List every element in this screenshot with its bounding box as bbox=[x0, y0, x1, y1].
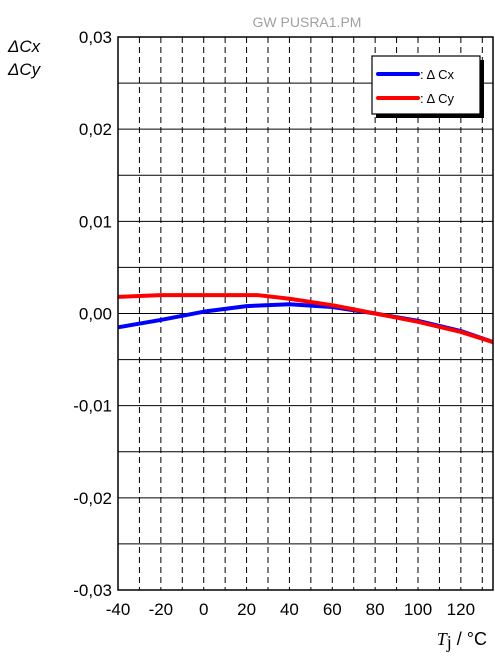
x-tick-label: -40 bbox=[106, 600, 131, 619]
x-tick-labels: -40 -20 0 20 40 60 80 100 120 bbox=[106, 600, 475, 619]
plot-frame bbox=[117, 36, 494, 591]
y-tick-label: 0,00 bbox=[79, 305, 112, 324]
x-axis-label-subscript: j bbox=[446, 632, 452, 652]
x-tick-label: 60 bbox=[323, 600, 342, 619]
series-line-cx bbox=[117, 302, 494, 344]
y-tick-label: -0,02 bbox=[73, 489, 112, 508]
y-tick-labels: -0,03 -0,02 -0,01 0,00 0,01 0,02 0,03 bbox=[73, 28, 112, 600]
y-tick-label: -0,03 bbox=[73, 581, 112, 600]
legend-label-cy: : Δ Cy bbox=[420, 91, 454, 106]
series-layer bbox=[117, 293, 494, 344]
legend-box bbox=[371, 55, 481, 115]
y-tick-label: 0,01 bbox=[79, 212, 112, 231]
watermark-label: GW PUSRA1.PM bbox=[253, 14, 362, 30]
x-tick-label: 40 bbox=[280, 600, 299, 619]
x-tick-label: 80 bbox=[366, 600, 385, 619]
x-tick-label: 0 bbox=[199, 600, 208, 619]
y-tick-label: 0,03 bbox=[79, 28, 112, 47]
y-tick-label: 0,02 bbox=[79, 120, 112, 139]
legend: : Δ Cx : Δ Cy bbox=[371, 55, 484, 118]
y-axis-label-line-1: ΔCx bbox=[7, 37, 41, 56]
x-axis-label-symbol: T bbox=[437, 629, 449, 649]
x-tick-label: 100 bbox=[404, 600, 432, 619]
y-tick-label: -0,01 bbox=[73, 397, 112, 416]
x-tick-label: 20 bbox=[237, 600, 256, 619]
legend-label-cx: : Δ Cx bbox=[420, 67, 454, 82]
x-axis-label-unit: / °C bbox=[452, 629, 487, 649]
x-tick-label: 120 bbox=[447, 600, 475, 619]
x-axis-label: Tj / °C bbox=[437, 629, 487, 652]
series-line-cy bbox=[117, 293, 494, 344]
y-axis-label-line-2: ΔCy bbox=[7, 60, 42, 79]
plot-grid bbox=[118, 37, 493, 590]
x-tick-label: -20 bbox=[149, 600, 174, 619]
